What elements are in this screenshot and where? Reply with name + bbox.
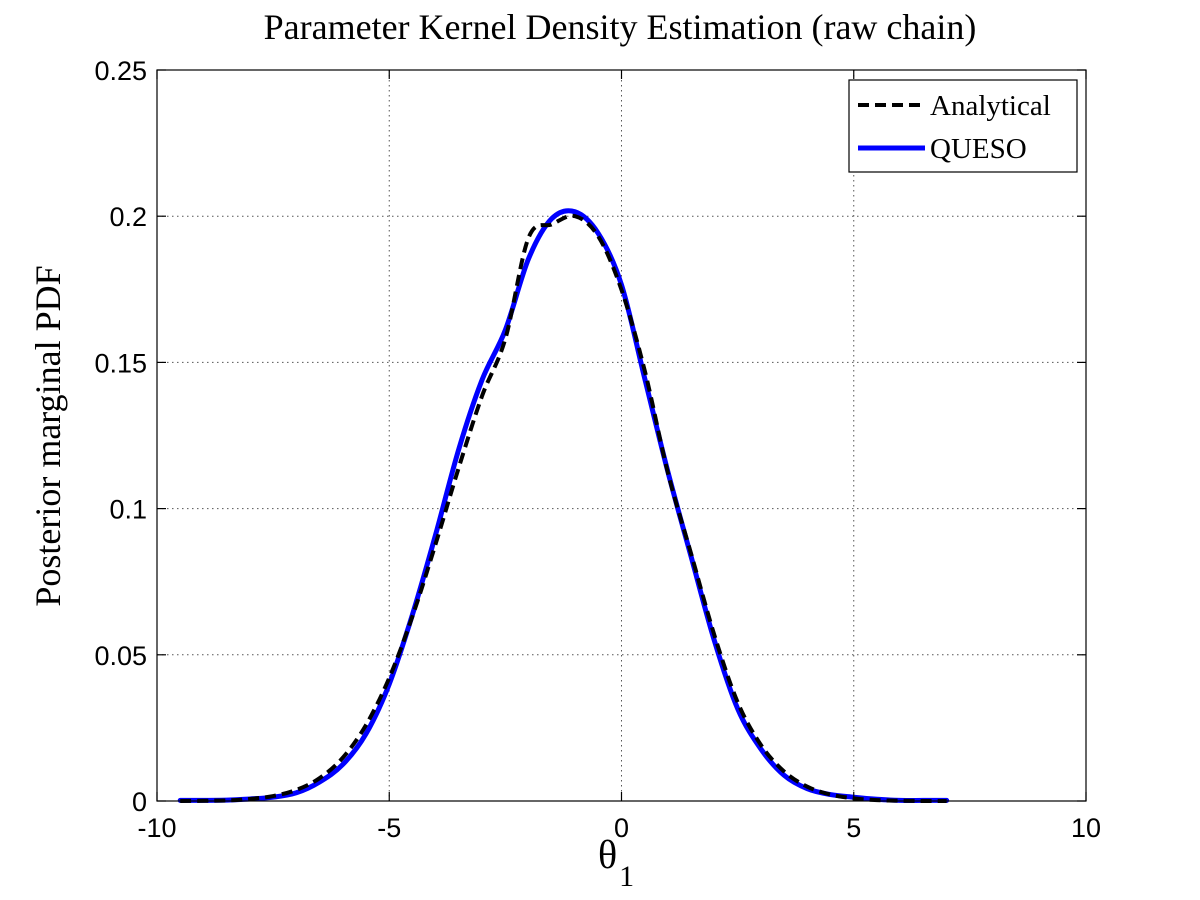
x-tick-label: 5	[846, 813, 861, 843]
legend-label-queso: QUESO	[930, 133, 1027, 165]
x-tick-label: -5	[377, 813, 401, 843]
legend-label-analytical: Analytical	[930, 90, 1051, 122]
legend-box	[848, 79, 1078, 173]
y-axis-label: Posterior marginal PDF	[28, 265, 68, 606]
y-tick-label: 0.05	[94, 641, 147, 671]
legend: Analytical QUESO	[848, 79, 1078, 173]
y-tick-label: 0.1	[109, 495, 147, 525]
y-tick-label: 0.15	[94, 348, 147, 378]
x-tick-label: -10	[137, 813, 176, 843]
x-axis-label-base: θ	[598, 832, 617, 877]
y-tick-label: 0.25	[94, 56, 147, 86]
x-tick-label: 10	[1071, 813, 1101, 843]
chart-title: Parameter Kernel Density Estimation (raw…	[264, 7, 977, 47]
series-lines	[177, 208, 950, 804]
series-line-analytical	[180, 213, 947, 804]
series-line-queso	[177, 208, 950, 804]
axis-ticks: -10 -5 0 5 10 0 0.05 0.1 0.15 0.2 0.25	[94, 56, 1101, 843]
grid-lines	[157, 70, 1086, 801]
y-tick-label: 0.2	[109, 202, 147, 232]
x-axis-label-subscript: 1	[619, 860, 634, 893]
x-axis-label: θ1	[598, 832, 634, 893]
y-tick-label: 0	[132, 787, 147, 817]
x-tick-label: 0	[614, 813, 629, 843]
